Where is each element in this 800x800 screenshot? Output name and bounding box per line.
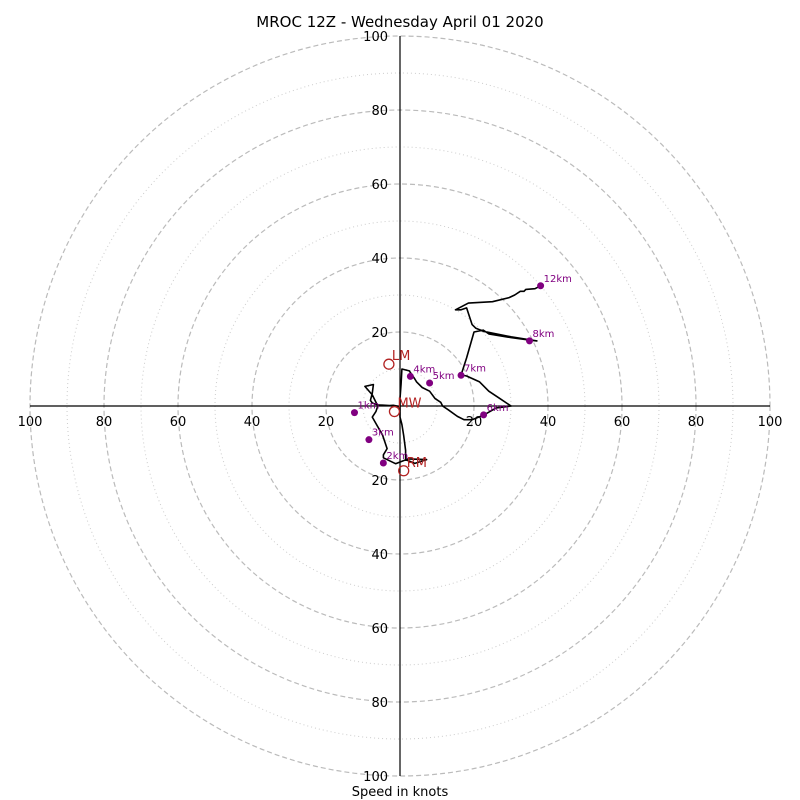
y-tick-label: 40	[371, 548, 388, 563]
height-label-5km: 5km	[433, 371, 455, 382]
height-marker-12km	[537, 282, 545, 290]
hodograph-trace	[364, 285, 541, 465]
x-tick-label: 60	[170, 415, 187, 430]
height-label-8km: 8km	[533, 329, 555, 340]
y-tick-label: 80	[371, 104, 388, 119]
height-marker-8km	[526, 337, 533, 345]
y-tick-label: 100	[363, 30, 388, 45]
storm-motion-mw-marker	[388, 405, 401, 418]
height-label-12km: 12km	[544, 274, 572, 285]
x-axis-ticks: 100 80 60 40 20 20 40 60 80 100	[18, 415, 783, 430]
x-tick-label: 20	[466, 415, 483, 430]
height-marker-2km	[379, 459, 387, 467]
hodograph-trace-group	[364, 285, 541, 465]
y-axis-ticks: 100 80 60 40 20 20 40 60 80 100	[363, 30, 388, 785]
x-tick-label: 40	[540, 415, 557, 430]
height-label-3km: 3km	[372, 428, 394, 439]
y-tick-label: 40	[371, 252, 388, 267]
x-tick-label: 80	[96, 415, 113, 430]
y-tick-label: 60	[371, 622, 388, 637]
height-marker-7km	[457, 371, 465, 379]
height-label-6km: 6km	[487, 403, 509, 414]
height-marker-4km	[406, 372, 414, 380]
height-label-1km: 1km	[357, 401, 379, 412]
y-tick-label: 20	[371, 326, 388, 341]
y-tick-label: 20	[371, 474, 388, 489]
height-label-4km: 4km	[413, 364, 435, 375]
height-marker-1km	[350, 409, 358, 417]
y-tick-label: 80	[371, 696, 388, 711]
x-axis-label: Speed in knots	[352, 785, 449, 800]
height-label-7km: 7km	[464, 363, 486, 374]
storm-motion-rm-marker	[398, 465, 410, 477]
y-tick-label: 60	[371, 178, 388, 193]
height-marker-6km	[480, 411, 488, 419]
x-tick-label: 60	[614, 415, 631, 430]
storm-motion-lm-label: LM	[392, 349, 410, 364]
x-tick-label: 40	[244, 415, 261, 430]
x-tick-label: 80	[688, 415, 705, 430]
x-tick-label: 100	[18, 415, 43, 430]
height-marker-5km	[426, 379, 434, 387]
x-tick-label: 20	[318, 415, 335, 430]
storm-motion-lm-marker	[383, 358, 395, 370]
storm-motion-group: LM RM MW	[383, 349, 427, 477]
y-tick-label: 100	[363, 770, 388, 785]
x-tick-label: 100	[758, 415, 783, 430]
height-label-2km: 2km	[386, 451, 408, 462]
storm-motion-rm-label: RM	[407, 456, 427, 471]
storm-motion-mw-label: MW	[397, 397, 421, 412]
chart-title: MROC 12Z - Wednesday April 01 2020	[256, 13, 543, 31]
height-marker-3km	[365, 436, 373, 444]
